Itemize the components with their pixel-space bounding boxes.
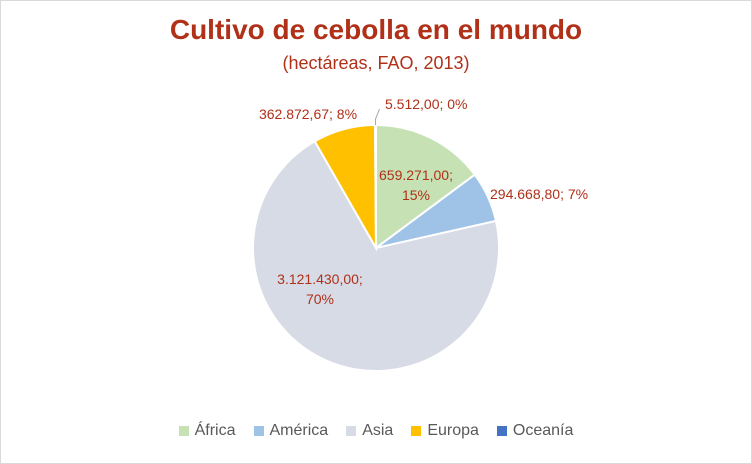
legend: África América Asia Europa Oceanía <box>0 422 752 440</box>
data-label-europa: 362.872,67; 8% <box>259 106 357 122</box>
data-label-asia: 3.121.430,00; 70% <box>277 271 363 307</box>
legend-item-asia: Asia <box>346 422 393 440</box>
legend-item-america: América <box>253 422 329 440</box>
pie-slice-asia <box>252 139 500 372</box>
data-label-america: 294.668,80; 7% <box>490 186 588 202</box>
legend-label-oceania: Oceanía <box>512 422 574 439</box>
pie-slice-africa <box>375 123 477 250</box>
data-label-oceania: 5.512,00; 0% <box>385 96 468 112</box>
legend-label-africa: África <box>194 422 236 439</box>
pie-slice-oceania <box>374 123 377 249</box>
legend-label-asia: Asia <box>362 422 394 439</box>
chart-subtitle: (hectáreas, FAO, 2013) <box>282 53 470 73</box>
legend-label-europa: Europa <box>427 422 479 439</box>
legend-swatch-oceania <box>496 426 507 436</box>
legend-label-america: América <box>269 422 329 439</box>
legend-swatch-asia <box>346 426 357 436</box>
legend-swatch-africa <box>178 426 189 436</box>
legend-item-africa: África <box>178 422 236 440</box>
data-label-africa: 659.271,00; 15% <box>379 167 453 203</box>
chart-title: Cultivo de cebolla en el mundo <box>169 14 583 45</box>
leader-line-oceania <box>375 108 380 126</box>
legend-swatch-america <box>253 426 264 436</box>
legend-swatch-europa <box>411 426 422 436</box>
legend-item-oceania: Oceanía <box>496 422 574 440</box>
legend-item-europa: Europa <box>411 422 479 440</box>
